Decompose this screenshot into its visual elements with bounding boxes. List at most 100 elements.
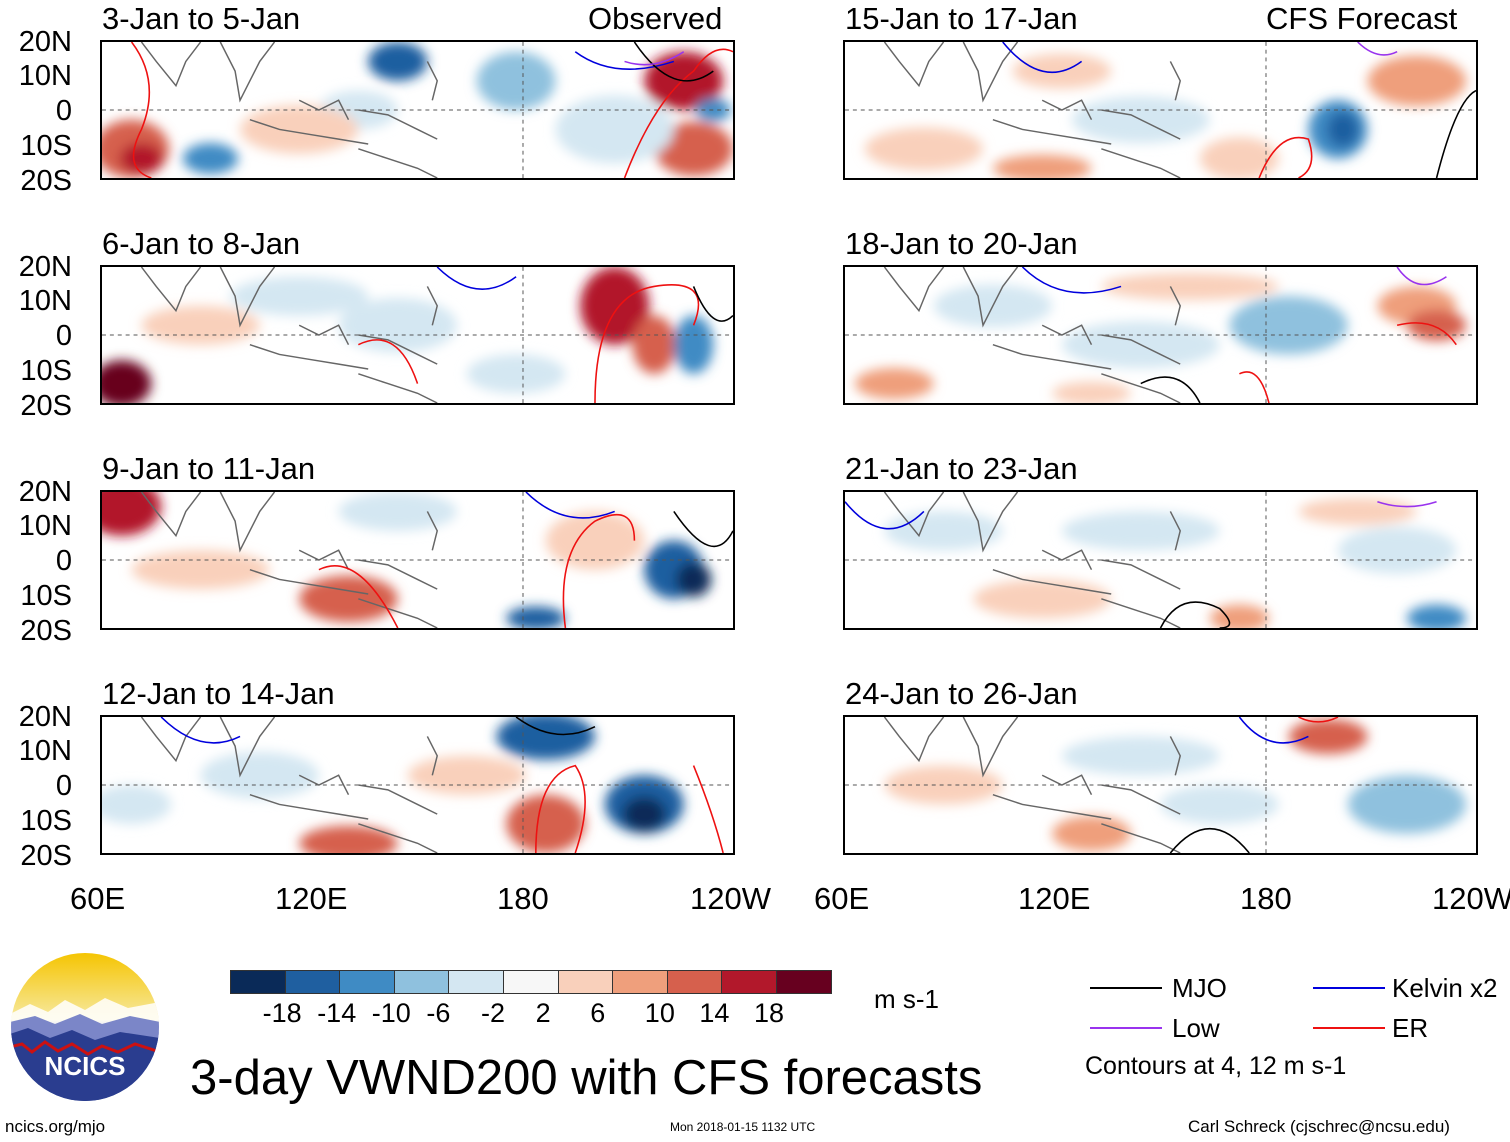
lat-label-row4-4: 20S — [20, 840, 72, 872]
lon-label-120w-left: 120W — [690, 881, 771, 916]
wave-contour — [1021, 267, 1122, 294]
anomaly-blob — [466, 354, 566, 394]
wave-contour — [1258, 136, 1313, 178]
anomaly-blob — [864, 127, 984, 171]
lat-label-row3-3: 10S — [20, 580, 72, 612]
map-panel-fc-3 — [843, 490, 1478, 630]
coastline — [883, 717, 1182, 853]
forecast-label: CFS Forecast — [1266, 1, 1458, 36]
colorbar-swatch — [612, 970, 668, 994]
wave-contour — [525, 492, 615, 519]
anomaly-blob — [299, 575, 398, 623]
lat-label-row1-3: 10S — [20, 130, 72, 162]
lat-label-row3-1: 10N — [18, 510, 72, 542]
map-panel-obs-2 — [100, 265, 735, 405]
colorbar-tick: -10 — [371, 998, 411, 1028]
wave-contour — [1239, 371, 1270, 403]
lat-label-row1-0: 20N — [18, 26, 72, 58]
wave-contour — [1435, 89, 1476, 178]
anomaly-blob — [622, 796, 666, 832]
wave-contour — [574, 51, 675, 70]
coastline — [883, 492, 1182, 628]
logo-text: NCICS — [45, 1051, 126, 1081]
colorbar-swatch — [721, 970, 777, 994]
wave-contour — [1140, 376, 1201, 403]
anomaly-blob — [1406, 309, 1467, 341]
panel-title-obs-1: 3-Jan to 5-Jan — [102, 1, 301, 36]
anomaly-blob — [230, 276, 369, 316]
anomaly-blob — [854, 368, 934, 400]
wave-contour — [692, 286, 733, 322]
anomaly-blob — [368, 42, 428, 81]
wave-contour — [624, 51, 685, 66]
colorbar-swatch — [393, 970, 450, 994]
anomaly-blob — [407, 755, 526, 795]
legend-line-kelvin — [1313, 987, 1385, 989]
wave-contour — [1396, 267, 1447, 286]
ncics-logo: NCICS — [10, 952, 160, 1102]
colorbar-swatch — [230, 970, 286, 994]
colorbar-tick: 18 — [754, 998, 785, 1028]
anomaly-blob — [1367, 55, 1467, 107]
anomaly-blob — [1052, 381, 1131, 403]
anomaly-blob — [992, 154, 1092, 178]
lon-label-120w-right: 120W — [1432, 881, 1510, 916]
anomaly-blob — [1061, 736, 1220, 776]
lon-label-120e-right: 120E — [1018, 881, 1091, 916]
lat-label-row3-4: 20S — [20, 615, 72, 647]
colorbar-swatch — [339, 970, 395, 994]
footer-url[interactable]: ncics.org/mjo — [5, 1117, 106, 1136]
anomaly-blob — [884, 511, 1003, 551]
anomaly-blob — [973, 579, 1112, 619]
anomaly-blob — [496, 717, 595, 760]
wave-contour — [436, 267, 517, 290]
colorbar-swatch — [557, 970, 614, 994]
map-panel-fc-4 — [843, 715, 1478, 855]
colorbar-swatch — [448, 970, 504, 994]
wave-contour — [845, 501, 925, 530]
colorbar-swatch — [776, 970, 832, 994]
legend-label-low: Low — [1172, 1013, 1220, 1043]
anomaly-blob — [1347, 775, 1467, 834]
colorbar-swatch — [666, 970, 723, 994]
coastline — [140, 717, 439, 853]
coastline — [140, 42, 439, 178]
lat-label-row1-2: 0 — [55, 95, 72, 127]
anomaly-blob — [240, 105, 359, 154]
lon-label-180-left: 180 — [497, 881, 549, 916]
panel-title-obs-3: 9-Jan to 11-Jan — [102, 451, 316, 486]
panel-title-obs-2: 6-Jan to 8-Jan — [102, 226, 301, 261]
anomaly-blob — [1061, 511, 1220, 551]
lat-label-row2-4: 20S — [20, 390, 72, 422]
map-panel-obs-3 — [100, 490, 735, 630]
map-panel-obs-4 — [100, 715, 735, 855]
anomaly-blob — [141, 305, 260, 345]
anomaly-blob — [1337, 526, 1457, 574]
colorbar-tick: -14 — [317, 998, 357, 1028]
lon-label-180-right: 180 — [1240, 881, 1292, 916]
anomaly-blob — [1406, 604, 1467, 628]
wave-contour — [633, 42, 714, 82]
wave-contour — [692, 765, 724, 853]
lon-label-60e-right: 60E — [814, 881, 870, 916]
lat-label-row4-1: 10N — [18, 735, 72, 767]
anomaly-blob — [131, 550, 270, 590]
lat-label-row4-2: 0 — [55, 770, 72, 802]
lat-label-row4-0: 20N — [18, 701, 72, 733]
wave-contour — [562, 513, 636, 628]
panel-title-fc-3: 21-Jan to 23-Jan — [845, 451, 1078, 486]
lat-label-row4-3: 10S — [20, 805, 72, 837]
lat-label-row2-3: 10S — [20, 355, 72, 387]
panel-title-obs-4: 12-Jan to 14-Jan — [102, 676, 335, 711]
colorbar-tick: 6 — [590, 998, 606, 1028]
anomaly-blob — [1052, 816, 1131, 852]
anomaly-blob — [1209, 604, 1269, 628]
wave-contour — [515, 717, 596, 736]
wave-contour — [1159, 601, 1231, 628]
wave-contour — [318, 565, 399, 628]
colorbar-tick: -6 — [426, 998, 451, 1028]
anomaly-blob — [1298, 497, 1417, 526]
anomaly-blob — [1160, 785, 1279, 824]
wave-contour — [1002, 42, 1083, 74]
anomaly-blob — [338, 492, 457, 531]
